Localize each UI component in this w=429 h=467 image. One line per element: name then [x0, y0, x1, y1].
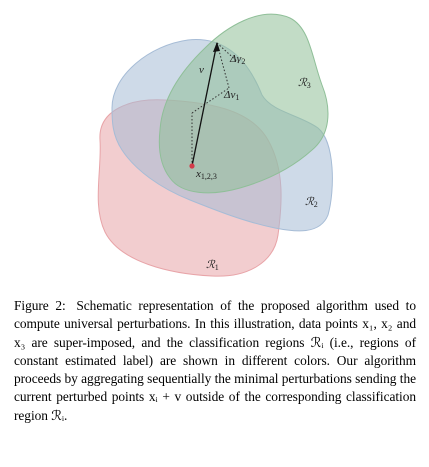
- delta-v2-tip: [216, 42, 241, 65]
- delta-v2-label: Δv2: [229, 53, 245, 66]
- region-r1-label: ℛ1: [206, 259, 219, 272]
- region-r2-label: ℛ2: [305, 196, 318, 209]
- figure-canvas: v Δv2 Δv1 x1,2,3 ℛ3 ℛ2 ℛ1: [97, 13, 333, 277]
- region-r3: [158, 13, 329, 194]
- vector-v: [191, 42, 218, 167]
- vector-v-arrowhead: [213, 42, 220, 52]
- region-r3-label: ℛ3: [298, 77, 311, 90]
- point-label: x1,2,3: [195, 168, 217, 181]
- vector-v-label: v: [199, 64, 204, 76]
- delta-v1-arrow: [191, 87, 230, 114]
- caption-label: Figure 2:: [14, 298, 66, 313]
- caption-text: Schematic representation of the proposed…: [14, 298, 416, 423]
- delta-v1-label: Δv1: [223, 89, 239, 102]
- schematic-figure: v Δv2 Δv1 x1,2,3 ℛ3 ℛ2 ℛ1: [97, 13, 333, 277]
- data-point: [189, 163, 195, 169]
- figure-caption: Figure 2: Schematic representation of th…: [14, 297, 416, 425]
